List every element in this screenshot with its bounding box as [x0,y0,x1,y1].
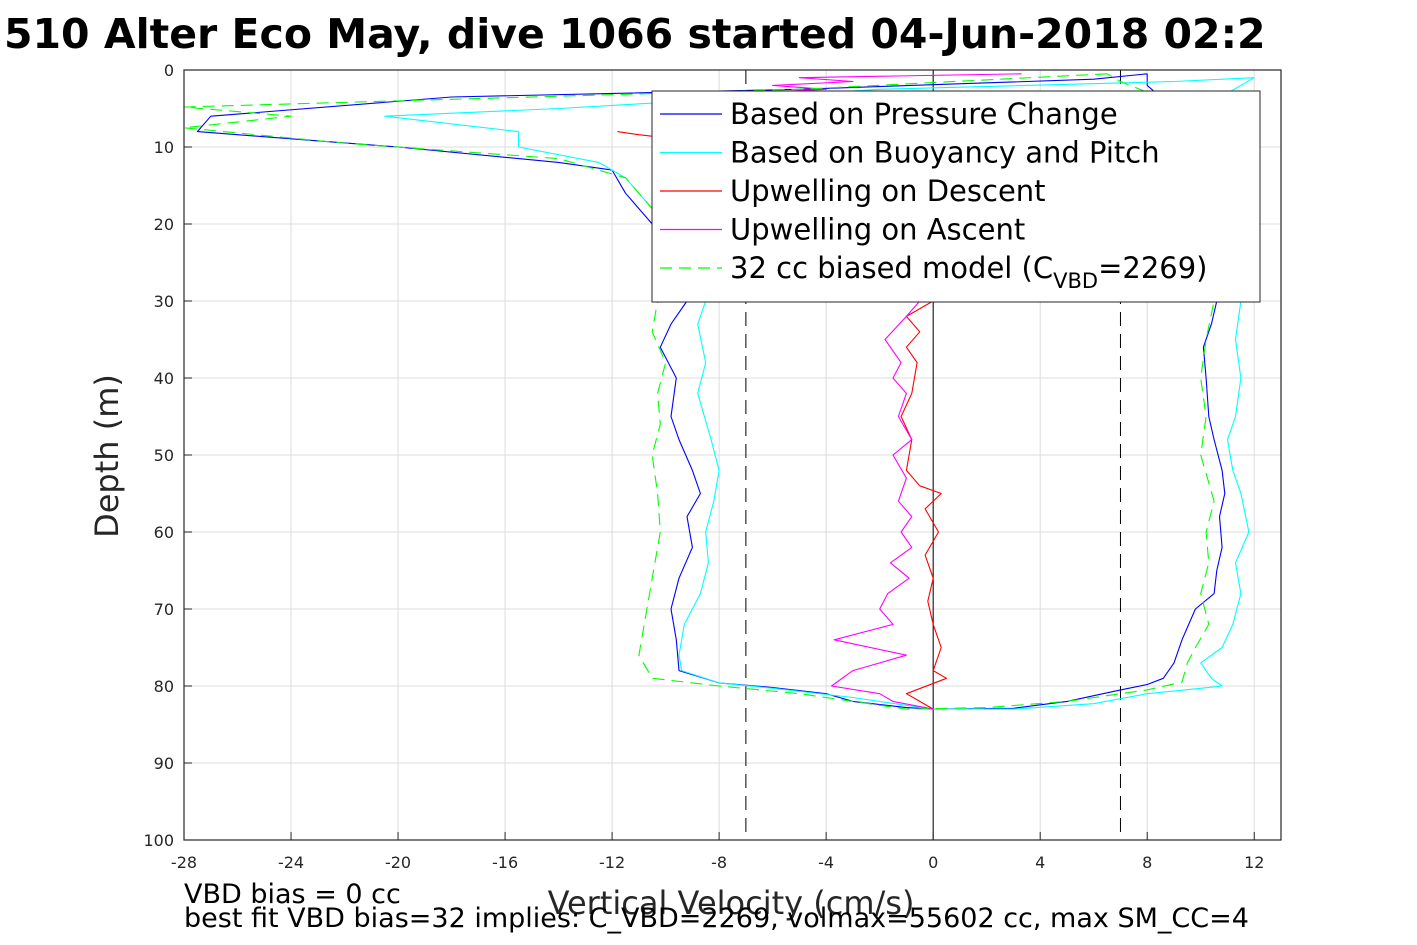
x-axis-label: Vertical Velocity (cm/s) [548,884,915,922]
x-tick-label: -24 [278,853,304,872]
legend-label: Based on Buoyancy and Pitch [730,136,1160,170]
chart-title: 510 Alter Eco May, dive 1066 started 04-… [4,10,1266,58]
legend: Based on Pressure Change Based on Buoyanc… [651,90,1261,303]
legend-label: Upwelling on Ascent [730,213,1025,247]
x-tick-label: -8 [711,853,727,872]
legend-label: Based on Pressure Change [730,97,1118,131]
x-tick-label: -20 [385,853,411,872]
x-tick-label: -12 [599,853,625,872]
x-tick-label: 8 [1142,853,1152,872]
y-tick-label: 60 [154,523,174,542]
y-tick-label: 20 [154,215,174,234]
y-tick-label: 100 [143,831,174,850]
series-line [183,73,1234,710]
y-tick-label: 70 [154,600,174,619]
y-tick-label: 10 [154,138,174,157]
x-tick-label: 12 [1244,853,1264,872]
x-tick-label: -4 [818,853,834,872]
y-axis-label: Depth (m) [88,374,126,538]
footer-vbd-bias: VBD bias = 0 cc [184,879,401,910]
y-tick-label: 0 [164,61,174,80]
legend-label: Upwelling on Descent [730,174,1046,208]
x-tick-label: -16 [492,853,518,872]
x-tick-label: -28 [171,853,197,872]
x-tick-label: 0 [928,853,938,872]
y-tick-label: 30 [154,292,174,311]
legend-box [651,90,1261,303]
y-tick-label: 90 [154,754,174,773]
tick-layer: -28 -24 -20 -16 -12 -8 -4 0 4 8 12 0 10 20 30 40 50 60 70 8… [143,61,1264,872]
y-tick-label: 50 [154,446,174,465]
legend-label: 32 cc biased model (CVBD=2269) [730,251,1208,293]
y-tick-label: 80 [154,677,174,696]
footer-best-fit: best fit VBD bias=32 implies: C_VBD=2269… [184,903,1249,934]
x-tick-label: 4 [1035,853,1045,872]
y-tick-label: 40 [154,369,174,388]
